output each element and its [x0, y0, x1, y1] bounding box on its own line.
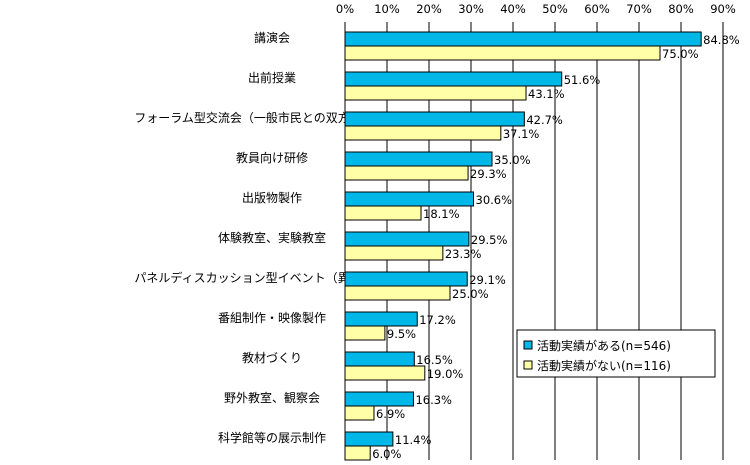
data-label-series-2: 23.3%	[445, 247, 482, 261]
bar-series-1	[344, 271, 468, 287]
bar-series-2	[344, 245, 444, 261]
bar-series-1	[344, 191, 475, 207]
legend-swatch-series-2	[523, 360, 533, 370]
bar-series-1	[344, 311, 418, 327]
data-label-series-1: 29.5%	[471, 233, 508, 247]
bar-series-2	[344, 405, 375, 421]
bar-series-2	[344, 285, 451, 301]
bar-series-2	[344, 325, 386, 341]
bar-series-1	[344, 391, 414, 407]
x-tick-label: 90%	[710, 2, 736, 16]
bar-series-2	[344, 205, 422, 221]
x-tick-label: 50%	[542, 2, 568, 16]
category-label: 体験教室、実験教室	[218, 230, 326, 245]
data-label-series-1: 16.3%	[415, 393, 452, 407]
data-label-series-2: 37.1%	[503, 127, 540, 141]
category-label: 出前授業	[248, 70, 296, 85]
bar-series-1	[344, 31, 702, 47]
bar-series-2	[344, 165, 469, 181]
bar-series-2	[344, 85, 527, 101]
legend: 活動実績がある(n=546) 活動実績がない(n=116)	[516, 329, 716, 378]
legend-box	[516, 329, 716, 378]
data-label-series-1: 51.6%	[564, 73, 601, 87]
category-label: 教員向け研修	[236, 150, 308, 165]
data-label-series-2: 25.0%	[452, 287, 489, 301]
bar-series-2	[344, 445, 371, 461]
data-label-series-1: 29.1%	[469, 273, 506, 287]
data-label-series-2: 19.0%	[427, 367, 464, 381]
x-tick-label: 60%	[584, 2, 610, 16]
x-tick-label: 40%	[500, 2, 526, 16]
bar-series-1	[344, 431, 394, 447]
value-labels: 84.8% 51.6% 42.7% 35.0% 30.6% 29.5% 29.1% 17.2%…	[372, 33, 740, 461]
data-label-series-2: 43.1%	[528, 87, 565, 101]
x-tick-label: 70%	[626, 2, 652, 16]
bars	[344, 31, 702, 461]
data-label-series-1: 35.0%	[494, 153, 531, 167]
category-label: 教材づくり	[242, 350, 302, 365]
category-label: 野外教室、観察会	[224, 390, 320, 405]
data-label-series-1: 84.8%	[703, 33, 740, 47]
bar-series-1	[344, 351, 415, 367]
data-label-series-2: 75.0%	[662, 47, 699, 61]
legend-label-series-1: 活動実績がある(n=546)	[537, 338, 671, 353]
bar-series-2	[344, 125, 502, 141]
category-label: フォーラム型交流会（一般市民との双方向の交流）	[134, 110, 410, 125]
legend-swatch-series-1	[523, 340, 533, 350]
data-label-series-2: 6.9%	[376, 407, 405, 421]
x-tick-label: 10%	[374, 2, 400, 16]
data-label-series-1: 30.6%	[476, 193, 513, 207]
data-label-series-1: 42.7%	[526, 113, 563, 127]
bar-series-1	[344, 231, 470, 247]
category-label: 科学館等の展示制作	[218, 430, 326, 445]
bar-series-1	[344, 151, 493, 167]
x-axis-ticks: 0% 10% 20% 30% 40% 50% 60% 70% 80% 90%	[336, 2, 736, 16]
data-label-series-2: 6.0%	[372, 447, 401, 461]
category-label: 講演会	[254, 30, 290, 45]
data-label-series-2: 9.5%	[387, 327, 416, 341]
bar-series-2	[344, 365, 426, 381]
data-label-series-1: 17.2%	[419, 313, 456, 327]
data-label-series-2: 29.3%	[470, 167, 507, 181]
x-tick-label: 20%	[416, 2, 442, 16]
category-label: パネルディスカッション型イベント（異分野交流）	[134, 270, 409, 285]
bar-series-1	[344, 71, 563, 87]
bar-series-2	[344, 45, 661, 61]
data-label-series-1: 16.5%	[416, 353, 453, 367]
category-label: 番組制作・映像製作	[218, 311, 326, 325]
x-tick-label: 30%	[458, 2, 484, 16]
bar-series-1	[344, 111, 525, 127]
x-tick-label: 0%	[336, 2, 354, 16]
x-tick-label: 80%	[668, 2, 694, 16]
legend-label-series-2: 活動実績がない(n=116)	[537, 358, 671, 373]
category-label: 出版物製作	[242, 191, 302, 205]
data-label-series-2: 18.1%	[423, 207, 460, 221]
data-label-series-1: 11.4%	[395, 433, 432, 447]
